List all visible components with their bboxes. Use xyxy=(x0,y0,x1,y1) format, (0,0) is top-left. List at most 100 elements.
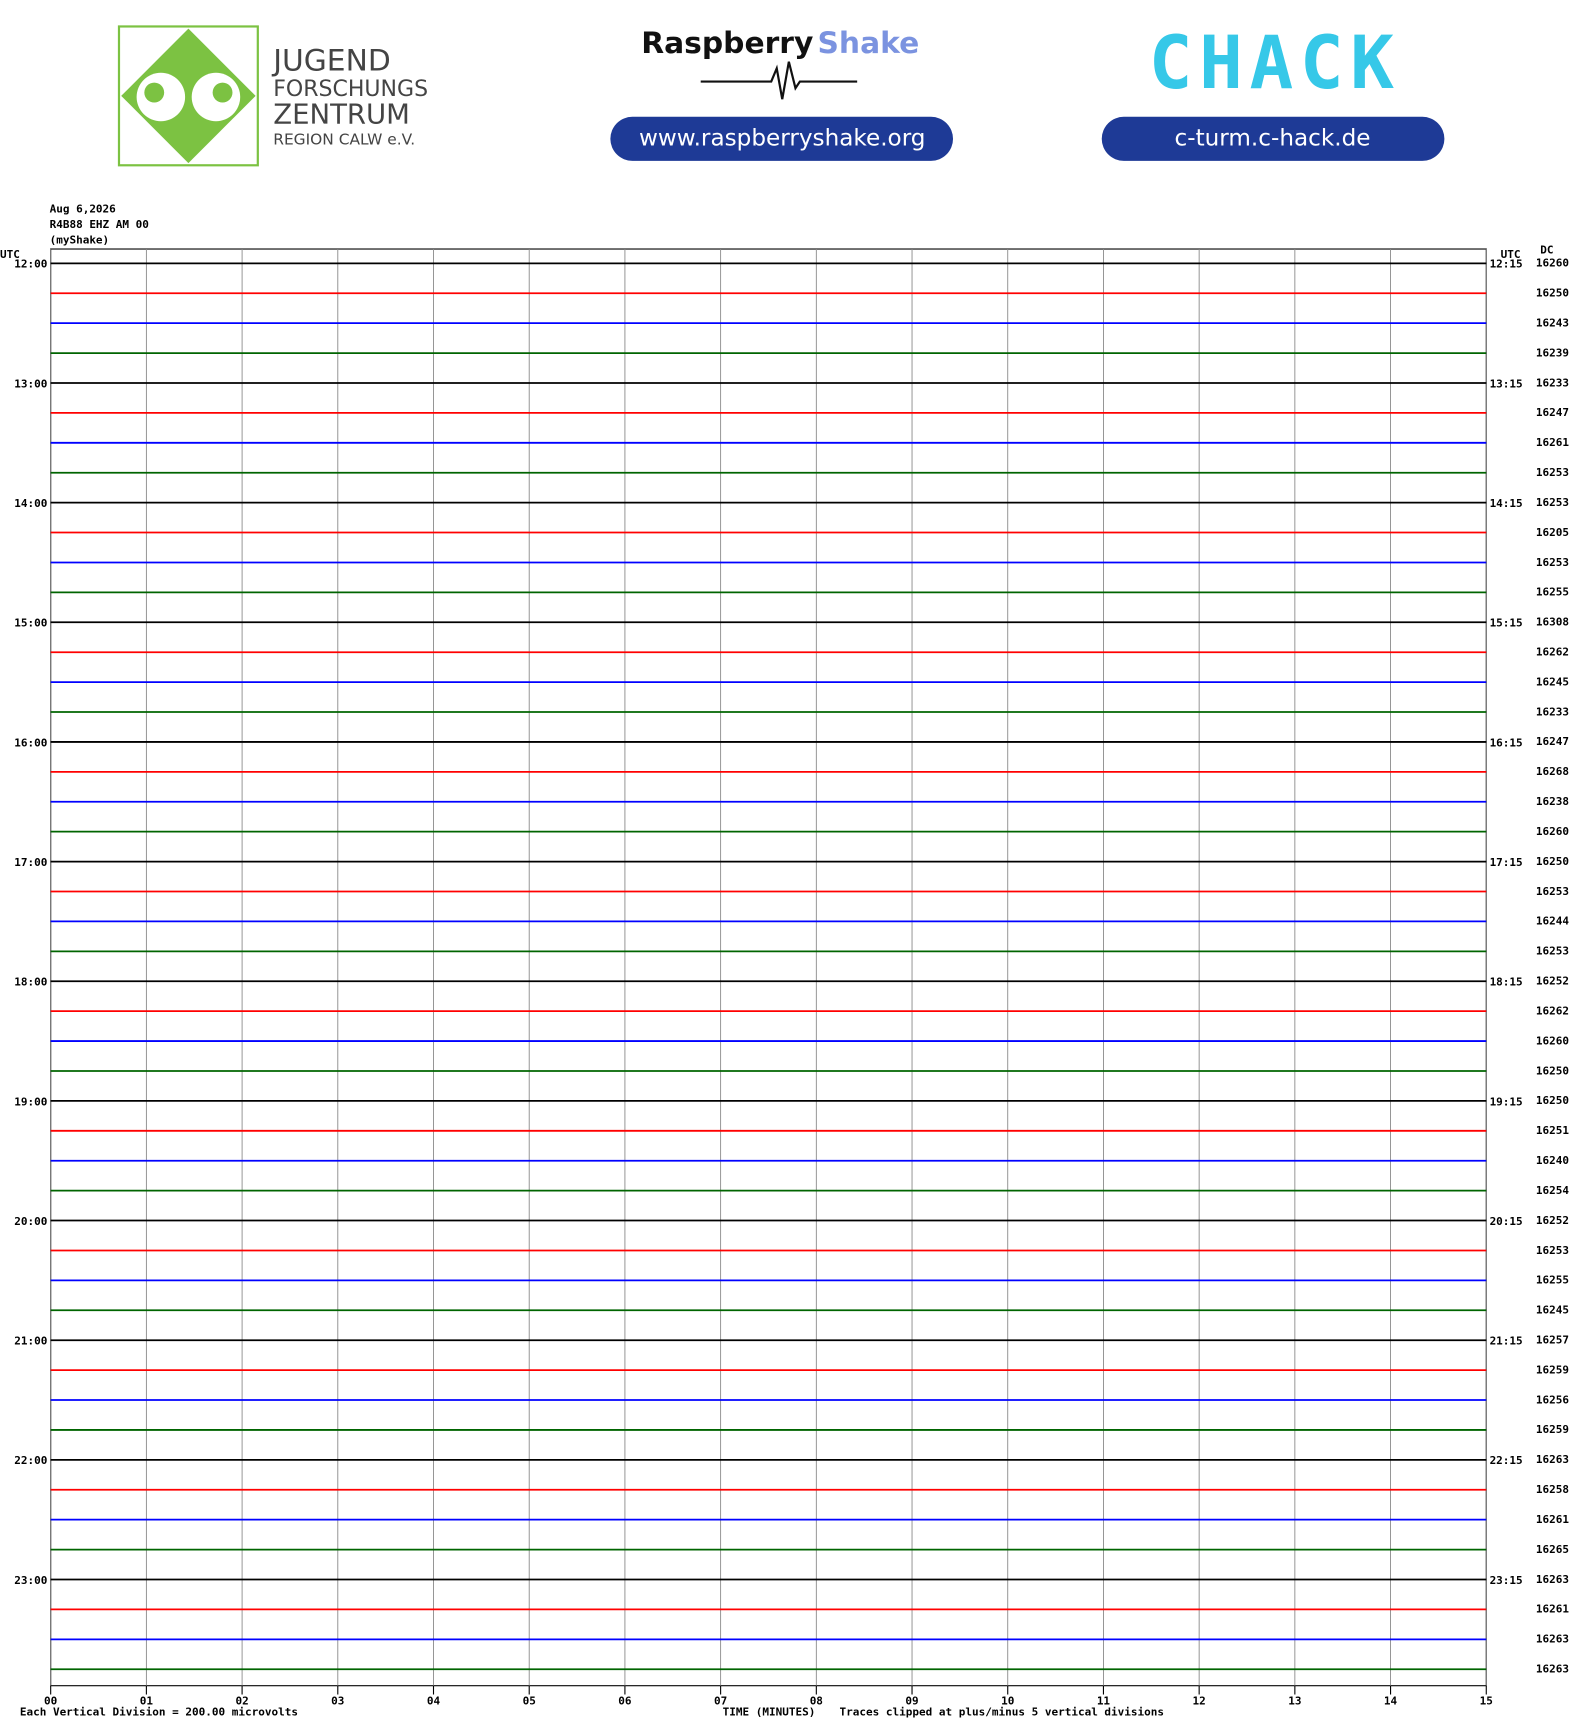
source: (myShake) xyxy=(50,234,110,247)
right-hour-label: 13:15 xyxy=(1490,377,1523,390)
dc-value: 16253 xyxy=(1536,496,1569,509)
x-tick-label: 13 xyxy=(1288,1694,1301,1707)
x-tick-label: 09 xyxy=(905,1694,918,1707)
dc-value: 16260 xyxy=(1536,257,1569,270)
dc-value: 16265 xyxy=(1536,1543,1569,1556)
dc-value: 16253 xyxy=(1536,945,1569,958)
dc-value: 16252 xyxy=(1536,975,1569,988)
right-hour-label: 21:15 xyxy=(1490,1335,1523,1348)
x-tick-label: 06 xyxy=(618,1694,632,1707)
dc-value: 16250 xyxy=(1536,1094,1569,1107)
right-hour-label: 19:15 xyxy=(1490,1095,1523,1108)
left-hour-label: 14:00 xyxy=(14,497,47,510)
x-tick-label: 10 xyxy=(1001,1694,1014,1707)
x-tick-label: 02 xyxy=(235,1694,248,1707)
dc-value: 16263 xyxy=(1536,1573,1569,1586)
dc-value: 16233 xyxy=(1536,376,1569,389)
left-hour-label: 22:00 xyxy=(14,1454,47,1467)
dc-value: 16244 xyxy=(1536,915,1569,928)
rs-logo: Raspberry Shake www.raspberryshake.org xyxy=(610,26,954,161)
x-tick-label: 03 xyxy=(331,1694,344,1707)
right-hour-label: 14:15 xyxy=(1490,497,1523,510)
left-hour-label: 18:00 xyxy=(14,976,47,989)
dc-value: 16255 xyxy=(1536,586,1569,599)
dc-value: 16254 xyxy=(1536,1184,1569,1197)
dc-value: 16259 xyxy=(1536,1423,1569,1436)
left-hour-label: 16:00 xyxy=(14,736,47,749)
right-hour-label: 17:15 xyxy=(1490,856,1523,869)
dc-value: 16240 xyxy=(1536,1154,1569,1167)
left-hour-label: 21:00 xyxy=(14,1335,47,1348)
x-tick-label: 05 xyxy=(523,1694,536,1707)
dc-value: 16261 xyxy=(1536,1513,1569,1526)
x-tick-label: 07 xyxy=(714,1694,727,1707)
jfz-line: ZENTRUM xyxy=(273,98,410,130)
dc-value: 16260 xyxy=(1536,1034,1569,1047)
dc-value: 16250 xyxy=(1536,855,1569,868)
dc-value: 16253 xyxy=(1536,466,1569,479)
dc-value: 16255 xyxy=(1536,1274,1569,1287)
dc-value: 16243 xyxy=(1536,316,1569,329)
dc-value: 16253 xyxy=(1536,556,1569,569)
scale-note: Each Vertical Division = 200.00 microvol… xyxy=(20,1705,298,1718)
rs-url: www.raspberryshake.org xyxy=(639,125,926,151)
dc-value: 16233 xyxy=(1536,705,1569,718)
plot-frame xyxy=(50,248,1487,1687)
right-unit: UTC xyxy=(1501,248,1521,261)
dc-value: 16308 xyxy=(1536,616,1569,629)
left-hour-label: 20:00 xyxy=(14,1215,47,1228)
chack-url: c-turm.c-hack.de xyxy=(1175,125,1371,151)
right-hour-label: 16:15 xyxy=(1490,736,1523,749)
x-tick-label: 08 xyxy=(810,1694,823,1707)
jfz-line: JUGEND xyxy=(271,44,391,79)
x-tick-label: 15 xyxy=(1480,1694,1493,1707)
left-unit: UTC xyxy=(0,248,20,261)
dc-title: DC xyxy=(1540,243,1553,256)
dc-value: 16263 xyxy=(1536,1633,1569,1646)
dc-value: 16245 xyxy=(1536,675,1569,688)
dc-value: 16250 xyxy=(1536,287,1569,300)
dc-value: 16250 xyxy=(1536,1064,1569,1077)
dc-value: 16262 xyxy=(1536,646,1569,659)
dc-value: 16205 xyxy=(1536,526,1569,539)
x-tick-label: 11 xyxy=(1097,1694,1111,1707)
left-hour-label: 19:00 xyxy=(14,1095,47,1108)
dc-value: 16247 xyxy=(1536,735,1569,748)
dc-value: 16257 xyxy=(1536,1334,1569,1347)
dc-value: 16261 xyxy=(1536,1603,1569,1616)
dc-value: 16252 xyxy=(1536,1214,1569,1227)
jfz-logo: JUGEND FORSCHUNGS ZENTRUM REGION CALW e.… xyxy=(117,25,428,167)
dc-value: 16262 xyxy=(1536,1004,1569,1017)
dc-value: 16268 xyxy=(1536,765,1569,778)
rs-word: Raspberry xyxy=(641,26,813,61)
dc-value: 16263 xyxy=(1536,1663,1569,1676)
x-tick-label: 04 xyxy=(427,1694,441,1707)
chack-title: CHACK xyxy=(1149,22,1401,106)
dc-value: 16261 xyxy=(1536,436,1569,449)
clip-note: Traces clipped at plus/minus 5 vertical … xyxy=(840,1705,1165,1718)
x-axis-title: TIME (MINUTES) xyxy=(723,1705,816,1718)
left-hour-label: 15:00 xyxy=(14,617,47,630)
right-hour-label: 23:15 xyxy=(1490,1574,1523,1587)
jfz-line: FORSCHUNGS xyxy=(273,77,428,102)
dc-value: 16253 xyxy=(1536,885,1569,898)
x-tick-label: 00 xyxy=(44,1694,57,1707)
dc-value: 16263 xyxy=(1536,1453,1569,1466)
jfz-line: REGION CALW e.V. xyxy=(273,130,415,148)
x-tick-label: 12 xyxy=(1193,1694,1206,1707)
dc-value: 16239 xyxy=(1536,346,1569,359)
rs-word: Shake xyxy=(818,26,920,61)
station: R4B88 EHZ AM 00 xyxy=(50,218,149,231)
x-tick-label: 01 xyxy=(140,1694,154,1707)
left-hour-label: 23:00 xyxy=(14,1574,47,1587)
dc-value: 16245 xyxy=(1536,1304,1569,1317)
chack-logo: CHACK c-turm.c-hack.de xyxy=(1101,22,1445,161)
dc-value: 16247 xyxy=(1536,406,1569,419)
dc-value: 16238 xyxy=(1536,795,1569,808)
dc-value: 16260 xyxy=(1536,825,1569,838)
x-tick-label: 14 xyxy=(1384,1694,1398,1707)
right-hour-label: 12:15 xyxy=(1490,258,1523,271)
dc-value: 16259 xyxy=(1536,1363,1569,1376)
